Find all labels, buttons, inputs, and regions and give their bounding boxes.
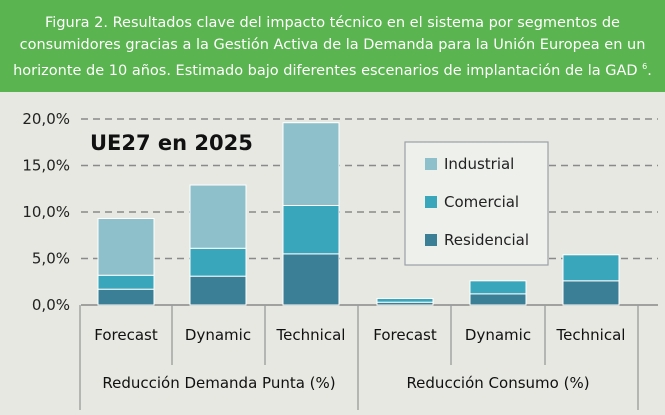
bar-segment-comercial (282, 204, 340, 255)
bar-segment-residencial (282, 253, 340, 306)
legend-swatch (425, 158, 437, 170)
y-tick-label: 10,0% (22, 203, 70, 221)
category-labels: Forecast Dynamic Technical Forecast Dynamic T… (94, 326, 625, 344)
legend-label: Residencial (444, 231, 529, 249)
legend-swatch (425, 234, 437, 246)
group-label: Reducción Consumo (%) (406, 374, 589, 392)
chart-title: UE27 en 2025 (90, 131, 253, 155)
group-label: Reducción Demanda Punta (%) (102, 374, 335, 392)
y-axis-ticks: 20,0% 15,0% 10,0% 5,0% 0,0% (22, 110, 70, 314)
bar-segment-residencial (97, 288, 155, 306)
y-tick-label: 20,0% (22, 110, 70, 128)
bar-segment-residencial (562, 280, 620, 306)
bar-segment-comercial (189, 247, 247, 277)
group-labels: Reducción Demanda Punta (%) Reducción Con… (102, 374, 589, 392)
bar-segment-comercial (562, 254, 620, 282)
bar-segment-comercial (97, 274, 155, 290)
gridlines (81, 118, 658, 306)
legend-swatch (425, 196, 437, 208)
figure-caption-banner: Figura 2. Resultados clave del impacto t… (0, 0, 665, 92)
bar-segment-industrial (97, 218, 155, 276)
bar-segment-residencial (189, 275, 247, 306)
legend-label: Industrial (444, 155, 514, 173)
y-tick-label: 15,0% (22, 157, 70, 175)
y-tick-label: 0,0% (32, 296, 70, 314)
category-label: Forecast (373, 326, 437, 344)
legend-label: Comercial (444, 193, 519, 211)
caption-text: Figura 2. Resultados clave del impacto t… (13, 15, 646, 79)
bar-segment-comercial (469, 280, 527, 295)
category-dividers (79, 305, 639, 410)
stacked-bar-chart: 20,0% 15,0% 10,0% 5,0% 0,0% Forecast Dynamic T… (22, 110, 658, 410)
category-label: Dynamic (465, 326, 531, 344)
category-label: Technical (276, 326, 346, 344)
bar-segment-comercial (376, 297, 434, 303)
category-label: Technical (556, 326, 626, 344)
category-label: Forecast (94, 326, 158, 344)
footnote-marker: 6 (642, 62, 648, 71)
bar-segment-industrial (282, 122, 340, 206)
category-label: Dynamic (185, 326, 251, 344)
figure-caption: Figura 2. Resultados clave del impacto t… (13, 15, 652, 79)
y-tick-label: 5,0% (32, 250, 70, 268)
bar-segment-residencial (469, 293, 527, 306)
bars (97, 122, 620, 306)
bar-segment-industrial (189, 184, 247, 249)
legend: Industrial Comercial Residencial (404, 141, 549, 266)
